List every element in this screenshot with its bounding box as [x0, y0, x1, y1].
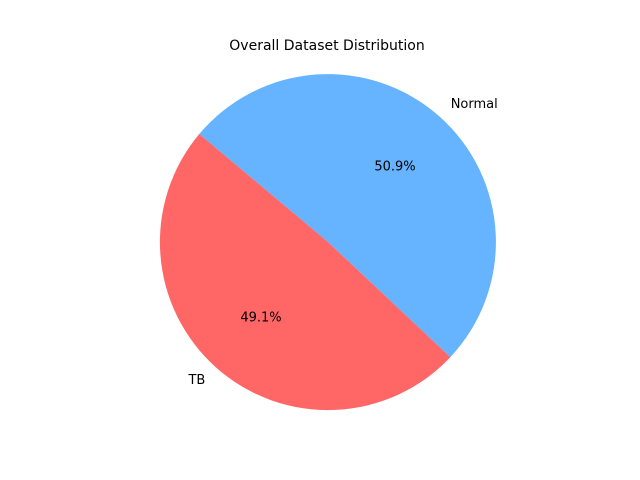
pie-slice-normal — [199, 74, 496, 358]
pie-slice-tb — [159, 134, 451, 411]
percent-label-normal: 50.9% — [374, 160, 415, 175]
percent-label-tb: 49.1% — [240, 310, 281, 325]
slice-label-normal: Normal — [451, 97, 498, 112]
chart-title: Overall Dataset Distribution — [229, 38, 424, 54]
pie-labels: TB 49.1% Normal 50.9% — [187, 97, 497, 388]
pie-slices — [159, 74, 496, 411]
slice-label-tb: TB — [187, 373, 205, 388]
